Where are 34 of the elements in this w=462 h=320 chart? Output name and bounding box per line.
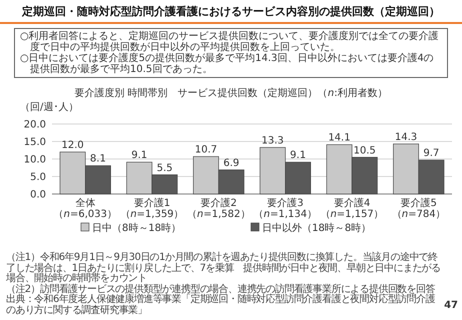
- x-tick-label: 要介護4（n=1,157）: [320, 197, 384, 220]
- y-tick-label: 10.0: [24, 154, 46, 166]
- text: 5.5: [156, 162, 173, 174]
- text: 14.3: [394, 132, 418, 143]
- y-tick-label: 5.0: [30, 172, 46, 183]
- text: 47: [444, 300, 458, 311]
- text: ○日中においては要介護度5の提供回数が最多で平均14.3回、日中以外においては要介護4の提供回数が最多で平均10.5回であった。: [20, 53, 435, 75]
- text: 9.1: [290, 150, 306, 162]
- text: 10.7: [194, 144, 218, 156]
- text: 10.5: [354, 145, 376, 156]
- x-tick-label: 要介護5（n=784）: [392, 197, 446, 220]
- text: 8.1: [90, 154, 106, 165]
- y-tick-label: 0.0: [30, 190, 46, 200]
- y-axis-title: （回/週･人）: [20, 102, 78, 113]
- legend-label: 日中（8時～18時）: [92, 222, 182, 234]
- text: 12.0: [62, 140, 84, 151]
- text: （注2）訪問看護サービスの提供類型が連携型の場合、連携先の訪問看護事業所による提供回数を回答: [6, 284, 436, 294]
- chart-subtitle: 要介護度別 時間帯別 サービス提供回数（定期巡回）（n:利用者数）: [74, 87, 388, 99]
- x-tick-label: 要介護3（n=1,134）: [254, 197, 318, 220]
- text: ○利用者回答によると、定期巡回のサービス提供回数について、要介護度別では全ての要介護度で日中の平均提供回数が日中以外の平均提供回数を上回っていた。: [20, 31, 440, 53]
- y-tick-label: 20.0: [24, 120, 46, 130]
- chart-title: 定期巡回・随時対応型訪問介護看護におけるサービス内容別の提供回数（定期巡回）: [0, 0, 462, 24]
- text: 13.3: [262, 135, 284, 146]
- x-tick-label: 全体（n=6,033）: [54, 197, 118, 220]
- text: 14.1: [328, 132, 350, 144]
- text: 9.1: [131, 150, 148, 162]
- text: 6.9: [223, 158, 240, 169]
- x-tick-label: 要介護1（n=1,359）: [120, 197, 184, 220]
- text: 9.7: [423, 148, 440, 160]
- text: （注1）令和6年9月1日～9月30日の1か月間の累計を週あたり提供回数に換算した。当該月の途中で終了した場合は、1日あたりに割り戻した上で、7を乗算 提供時間が日中と夜間、早朝と日中にまたがる場合、開始時の時間帯をカウント: [6, 252, 442, 284]
- legend-label: 日中以外（18時～8時）: [262, 222, 372, 234]
- source-note: 出典：令和6年度老人保健健康増進等事業「定期巡回・随時対応型訪問介護看護と夜間対応型訪問介護のあり方に関する調査研究事業」: [6, 294, 436, 316]
- x-tick-label: 要介護2（n=1,582）: [186, 197, 250, 220]
- y-tick-label: 15.0: [24, 137, 46, 148]
